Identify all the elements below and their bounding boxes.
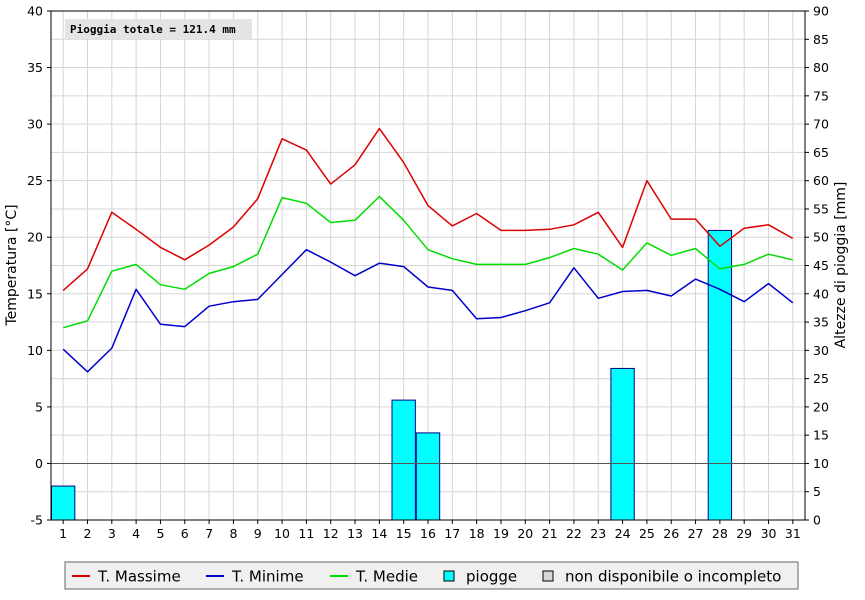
rain-bar bbox=[707, 229, 733, 521]
x-tick-label: 27 bbox=[688, 526, 704, 541]
x-tick-label: 11 bbox=[298, 526, 314, 541]
x-tick-label: 28 bbox=[712, 526, 728, 541]
legend-label: non disponibile o incompleto bbox=[565, 568, 781, 586]
legend-label: T. Medie bbox=[355, 568, 418, 586]
right-tick-label: 25 bbox=[813, 371, 829, 386]
right-tick-label: 65 bbox=[813, 145, 829, 160]
right-tick-label: 60 bbox=[813, 173, 829, 188]
x-tick-label: 4 bbox=[132, 526, 140, 541]
right-tick-label: 85 bbox=[813, 32, 829, 47]
x-tick-label: 30 bbox=[761, 526, 777, 541]
x-tick-label: 25 bbox=[639, 526, 655, 541]
legend-label: piogge bbox=[466, 568, 517, 586]
x-tick-label: 22 bbox=[566, 526, 582, 541]
x-tick-label: 6 bbox=[181, 526, 189, 541]
right-tick-label: 15 bbox=[813, 428, 829, 443]
right-tick-label: 90 bbox=[813, 4, 829, 19]
series-line bbox=[62, 127, 794, 291]
x-tick-label: 17 bbox=[444, 526, 460, 541]
total-rain-annotation: Pioggia totale = 121.4 mm bbox=[65, 19, 252, 39]
rain-bar bbox=[50, 485, 76, 521]
legend-swatch bbox=[443, 570, 455, 582]
legend-label: T. Massime bbox=[97, 568, 181, 586]
rain-bars bbox=[50, 229, 733, 521]
x-tick-label: 18 bbox=[469, 526, 485, 541]
rain-bar bbox=[610, 367, 635, 521]
right-tick-label: 10 bbox=[813, 456, 829, 471]
series-lines bbox=[62, 127, 794, 373]
left-tick-label: 0 bbox=[35, 456, 43, 471]
x-tick-label: 8 bbox=[229, 526, 237, 541]
x-tick-label: 21 bbox=[542, 526, 558, 541]
grid bbox=[51, 10, 805, 521]
x-tick-label: 5 bbox=[156, 526, 164, 541]
left-tick-label: 20 bbox=[27, 230, 43, 245]
series-line bbox=[62, 195, 793, 329]
series-line bbox=[62, 248, 794, 373]
x-tick-label: 31 bbox=[785, 526, 801, 541]
right-axis-title: Altezze di pioggia [mm] bbox=[833, 182, 849, 349]
right-tick-label: 5 bbox=[813, 484, 821, 499]
x-tick-label: 13 bbox=[347, 526, 363, 541]
legend-frame bbox=[64, 561, 799, 590]
x-tick-label: 23 bbox=[590, 526, 606, 541]
legend-swatch bbox=[542, 570, 554, 582]
x-tick-label: 10 bbox=[274, 526, 290, 541]
x-tick-label: 20 bbox=[517, 526, 533, 541]
left-axis-title: Temperatura [°C] bbox=[4, 204, 20, 326]
right-tick-label: 20 bbox=[813, 399, 829, 414]
x-tick-label: 3 bbox=[108, 526, 116, 541]
x-tick-label: 2 bbox=[84, 526, 92, 541]
left-axis-ticks: -5 0 5 10 15 20 25 30 35 40 bbox=[27, 4, 51, 528]
x-tick-label: 1 bbox=[59, 526, 67, 541]
left-tick-label: 40 bbox=[27, 4, 43, 19]
legend: T. Massime T. Minime T. Medie piogge non dis… bbox=[64, 561, 799, 590]
x-tick-label: 15 bbox=[396, 526, 412, 541]
right-tick-label: 30 bbox=[813, 343, 829, 358]
left-tick-label: 25 bbox=[27, 173, 43, 188]
x-axis-ticks: 1 2 3 4 5 6 7 8 9 10 11 12 13 14 15 16 17 18 19 20 21 22 23 24 2… bbox=[59, 520, 801, 541]
annotation-text: Pioggia totale = 121.4 mm bbox=[70, 23, 236, 36]
x-tick-label: 29 bbox=[736, 526, 752, 541]
left-tick-label: -5 bbox=[31, 513, 43, 528]
right-tick-label: 70 bbox=[813, 117, 829, 132]
x-tick-label: 14 bbox=[371, 526, 387, 541]
left-tick-label: 15 bbox=[27, 286, 43, 301]
right-tick-label: 40 bbox=[813, 286, 829, 301]
rain-bar bbox=[415, 432, 441, 521]
legend-label: T. Minime bbox=[231, 568, 304, 586]
x-tick-label: 16 bbox=[420, 526, 436, 541]
right-tick-label: 35 bbox=[813, 315, 829, 330]
left-tick-label: 5 bbox=[35, 399, 43, 414]
x-tick-label: 26 bbox=[663, 526, 679, 541]
right-tick-label: 55 bbox=[813, 201, 829, 216]
x-tick-label: 24 bbox=[615, 526, 631, 541]
x-tick-label: 9 bbox=[254, 526, 262, 541]
right-tick-label: 45 bbox=[813, 258, 829, 273]
x-tick-label: 12 bbox=[323, 526, 339, 541]
rain-bar bbox=[391, 399, 416, 521]
x-tick-label: 7 bbox=[205, 526, 213, 541]
left-tick-label: 30 bbox=[27, 117, 43, 132]
right-tick-label: 50 bbox=[813, 230, 829, 245]
right-tick-label: 80 bbox=[813, 60, 829, 75]
x-tick-label: 19 bbox=[493, 526, 509, 541]
left-tick-label: 10 bbox=[27, 343, 43, 358]
right-axis-ticks: 0 5 10 15 20 25 30 35 40 45 50 55 60 65 70 75 80 85 90 bbox=[805, 4, 829, 528]
left-tick-label: 35 bbox=[27, 60, 43, 75]
right-tick-label: 0 bbox=[813, 513, 821, 528]
right-tick-label: 75 bbox=[813, 88, 829, 103]
